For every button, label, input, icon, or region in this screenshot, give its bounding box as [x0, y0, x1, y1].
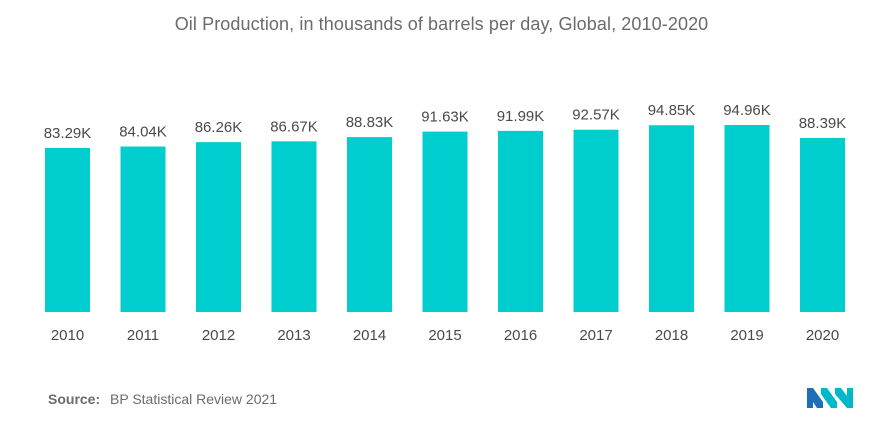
x-tick-label-2010: 2010 [51, 327, 84, 344]
x-tick-label-2019: 2019 [730, 327, 763, 344]
bar-2014 [347, 137, 392, 312]
x-tick-label-2014: 2014 [353, 327, 386, 344]
value-label-2015: 91.63K [421, 109, 469, 126]
bar-2012 [196, 142, 241, 312]
source-line: Source: BP Statistical Review 2021 [48, 391, 277, 407]
x-tick-label-2018: 2018 [655, 327, 688, 344]
logo-shape-left [807, 388, 823, 408]
value-label-2010: 83.29K [44, 125, 92, 142]
x-tick-label-2012: 2012 [202, 327, 235, 344]
bar-2016 [498, 130, 543, 312]
source-label: Source: [48, 391, 101, 407]
value-label-2012: 86.26K [195, 119, 243, 136]
value-label-2011: 84.04K [119, 124, 167, 141]
bar-2017 [573, 129, 619, 312]
logo-shape-right [835, 388, 853, 408]
value-label-2018: 94.85K [648, 102, 696, 119]
value-label-2014: 88.83K [346, 114, 394, 131]
x-tick-label-2013: 2013 [277, 327, 310, 344]
tick-labels-layer: 2010 2011 2012 2013 2014 2015 2016 2017 2018 2019… [51, 327, 839, 344]
mordor-intelligence-logo-icon [807, 388, 853, 408]
bar-2010 [45, 148, 90, 312]
value-label-2016: 91.99K [497, 108, 545, 125]
bar-2020 [800, 137, 845, 312]
value-label-2019: 94.96K [723, 102, 771, 119]
value-label-2020: 88.39K [799, 115, 847, 132]
x-tick-label-2011: 2011 [127, 327, 159, 344]
x-tick-label-2020: 2020 [806, 327, 839, 344]
x-tick-label-2016: 2016 [504, 327, 537, 344]
value-label-2013: 86.67K [270, 118, 318, 135]
chart-title: Oil Production, in thousands of barrels … [174, 14, 709, 34]
bar-2011 [120, 146, 166, 312]
bar-2018 [649, 125, 694, 312]
bar-2015 [422, 131, 468, 312]
bar-2019 [724, 125, 770, 313]
source-text: BP Statistical Review 2021 [110, 391, 278, 407]
bar-2013 [271, 141, 317, 312]
bars-layer [45, 125, 845, 313]
value-labels-layer: 83.29K 84.04K 86.26K 86.67K 88.83K 91.63K 91.9… [44, 102, 847, 142]
value-label-2017: 92.57K [572, 107, 620, 124]
x-tick-label-2015: 2015 [428, 327, 461, 344]
x-tick-label-2017: 2017 [579, 327, 612, 344]
logo-shape-middle [821, 388, 837, 408]
